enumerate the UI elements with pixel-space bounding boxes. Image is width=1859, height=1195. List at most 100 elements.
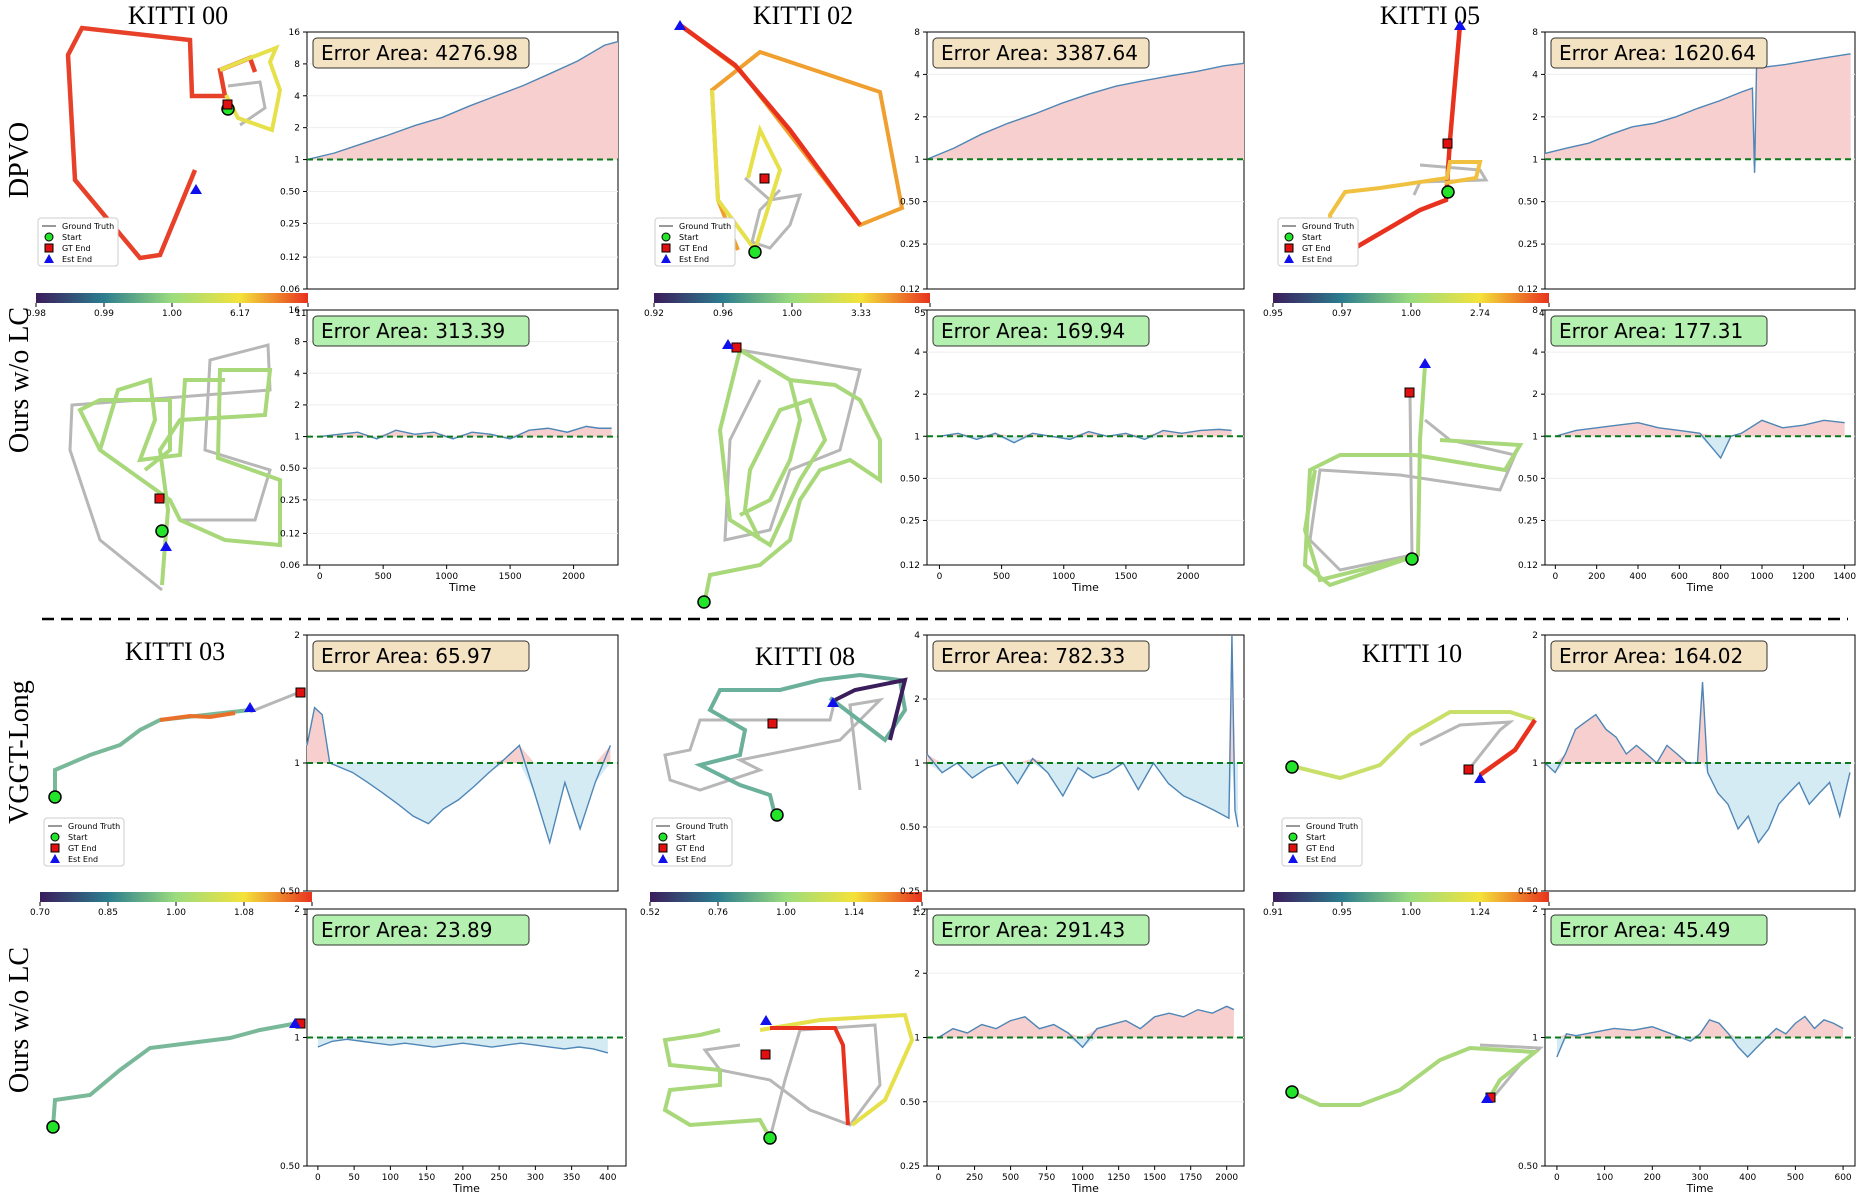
legend: Ground Truth Start GT End Est End: [1281, 817, 1363, 867]
error-area-chart: 0.25 0.50 1 2 4 0 250 500 750 1000 1250 1500 1750 200…: [900, 905, 1245, 1195]
colorbar-gradient: [36, 293, 308, 303]
error-area-label: Error Area: 164.02: [1559, 644, 1743, 668]
y-tick-label: 0.12: [1518, 561, 1538, 571]
traj-panel-kitti08-vggt: KITTI 08: [663, 642, 908, 822]
y-tick-label: 0.12: [280, 253, 300, 263]
y-tick-label: 0.50: [280, 464, 300, 474]
traj-title: KITTI 02: [753, 1, 853, 30]
est-end-marker: [1474, 773, 1486, 783]
legend-start-swatch: [1284, 232, 1294, 242]
y-tick-label: 0.25: [900, 516, 920, 526]
gt-path: [249, 690, 301, 714]
x-tick-label: 1400: [1833, 572, 1856, 582]
start-marker: [1285, 760, 1299, 774]
colorbar-tick-label: 0.99: [94, 309, 114, 319]
y-tick-label: 16: [289, 306, 301, 316]
y-tick-label: 1: [914, 432, 920, 442]
y-tick-label: 2: [914, 390, 920, 400]
plot-frame: [1544, 309, 1856, 566]
x-tick-label: 1500: [1114, 572, 1137, 582]
legend-label: Ground Truth: [1302, 222, 1354, 231]
colorbar-tick-label: 2.74: [1470, 309, 1490, 319]
legend-label: Start: [62, 233, 82, 242]
colorbar-tick-label: 1.29: [912, 908, 932, 918]
error-area-badge: [932, 914, 1150, 946]
y-tick-label: 2: [914, 969, 920, 979]
legend-box: [43, 817, 125, 867]
legend-gtend-swatch: [658, 843, 668, 853]
y-tick-label: 0.06: [280, 561, 300, 571]
traj-title: KITTI 10: [1362, 639, 1462, 668]
x-axis-label: Time: [1686, 1182, 1714, 1195]
colorbar-tick-label: 0.95: [1332, 908, 1352, 918]
colorbar: 0.920.961.003.335.67: [644, 293, 940, 319]
legend-label: Est End: [68, 855, 98, 864]
est-path-red: [770, 1026, 850, 1126]
est-end-marker: [760, 1015, 772, 1025]
x-axis-label: Time: [1071, 581, 1099, 594]
x-tick-label: 1000: [1751, 572, 1774, 582]
colorbar-tick-label: 0.70: [30, 908, 50, 918]
legend-label: Est End: [1306, 855, 1336, 864]
error-area-chart: 0.12 0.25 0.50 1 2 4 8 0 500 1000 1500 2000 Time Erro…: [900, 306, 1245, 594]
y-tick-label: 8: [1532, 28, 1538, 38]
colorbar: 0.700.851.001.081.16: [30, 892, 322, 918]
y-tick-label: 2: [914, 695, 920, 705]
traj-panel-kitti02-ours: [697, 339, 882, 609]
error-area-badge: [312, 914, 530, 946]
traj-panel-kitti10-ours: [1285, 1043, 1544, 1107]
est-end-marker: [289, 1018, 301, 1028]
gt-end-marker: [760, 1049, 771, 1060]
y-tick-label: 0.12: [1518, 285, 1538, 295]
legend-label: GT End: [68, 844, 97, 853]
y-tick-label: 0.50: [280, 887, 300, 897]
est-end-marker: [160, 541, 172, 551]
est-end-marker: [827, 697, 839, 707]
gt-end-marker: [1463, 764, 1474, 775]
traj-panel-kitti00-dpvo: KITTI 00: [65, 1, 283, 261]
x-tick-label: 800: [1712, 572, 1729, 582]
x-tick-label: 0: [1552, 572, 1558, 582]
gt-end-marker: [1404, 387, 1415, 398]
gt-path: [744, 176, 803, 250]
x-tick-label: 200: [1588, 572, 1605, 582]
est-end-marker: [1419, 358, 1431, 368]
legend-estend-swatch: [50, 854, 60, 863]
y-tick-label: 0.50: [1518, 887, 1538, 897]
y-tick-label: 2: [1532, 905, 1538, 915]
error-area-label: Error Area: 1620.64: [1559, 41, 1756, 65]
x-tick-label: 500: [1002, 1173, 1019, 1183]
legend-start-swatch: [661, 232, 671, 242]
colorbar-gradient: [40, 892, 312, 902]
ratio-line: [317, 1038, 609, 1054]
y-tick-label: 4: [1532, 348, 1538, 358]
error-area-below: [1545, 763, 1850, 843]
ratio-line: [1544, 52, 1851, 173]
est-end-marker: [190, 184, 202, 194]
error-area-badge: [1550, 640, 1768, 672]
error-area-chart: 0.12 0.25 0.50 1 2 4 8 Error Area: 3387.64: [900, 28, 1245, 295]
x-tick-label: 250: [491, 1173, 508, 1183]
colorbar-tick-label: 1.00: [1401, 908, 1421, 918]
colorbar: 0.910.951.001.241.4: [1263, 892, 1556, 918]
est-path-color: [159, 711, 236, 722]
x-tick-label: 200: [1644, 1173, 1661, 1183]
x-tick-label: 600: [1671, 572, 1688, 582]
colorbar-tick-label: 0.95: [1263, 309, 1283, 319]
traj-panel-kitti10-vggt: KITTI 10: [1285, 639, 1537, 783]
colorbar-tick-label: 0.85: [98, 908, 118, 918]
legend-start-swatch: [44, 232, 54, 242]
start-marker: [748, 245, 762, 259]
x-tick-label: 150: [418, 1173, 435, 1183]
y-tick-label: 0.50: [900, 474, 920, 484]
y-tick-label: 2: [1532, 631, 1538, 641]
y-tick-label: 1: [294, 759, 300, 769]
y-tick-label: 1: [1532, 759, 1538, 769]
y-tick-label: 0.50: [1518, 474, 1538, 484]
legend-start-swatch: [50, 832, 60, 842]
error-area-badge: [312, 37, 530, 69]
colorbar-tick-label: 6.17: [230, 309, 250, 319]
x-tick-label: 500: [993, 572, 1010, 582]
